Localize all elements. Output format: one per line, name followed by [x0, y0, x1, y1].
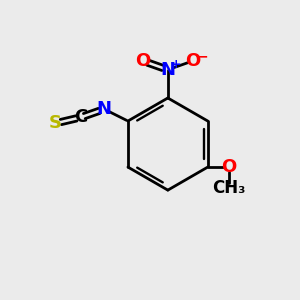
Text: N: N: [160, 61, 175, 79]
Text: S: S: [49, 114, 62, 132]
Text: CH₃: CH₃: [212, 179, 245, 197]
Text: O: O: [135, 52, 150, 70]
Text: −: −: [196, 49, 208, 63]
Text: N: N: [97, 100, 112, 118]
Text: C: C: [74, 109, 87, 127]
Text: O: O: [221, 158, 236, 176]
Text: +: +: [171, 58, 182, 71]
Text: O: O: [185, 52, 201, 70]
